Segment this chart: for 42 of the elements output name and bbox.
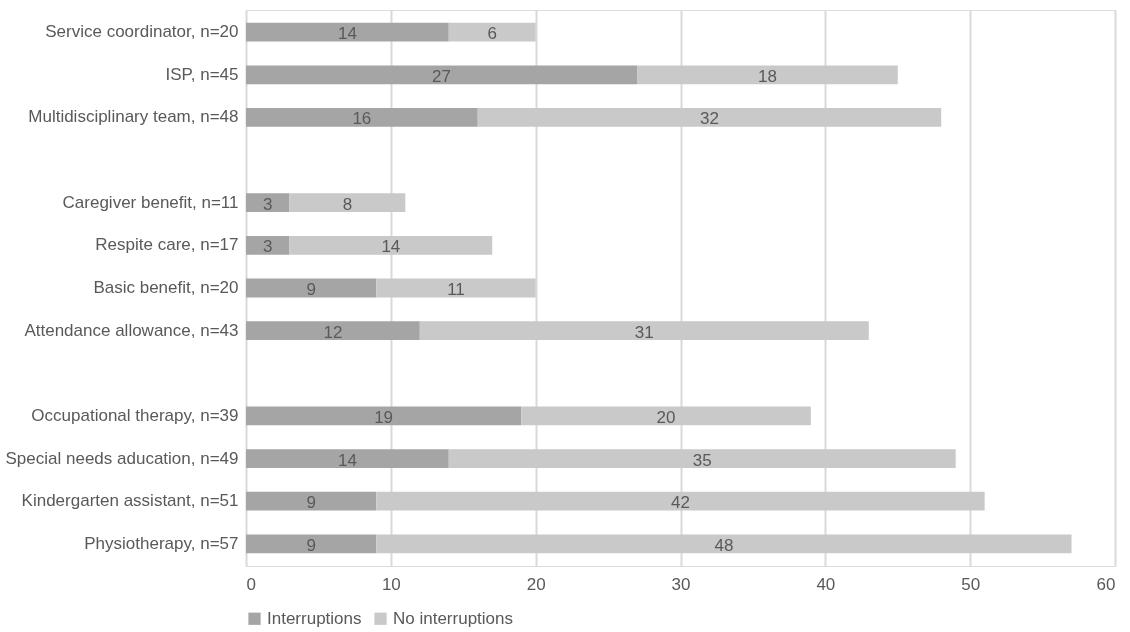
data-label: 14 [337, 450, 357, 470]
y-tick-label: Respite care, n=17 [95, 235, 239, 255]
y-tick-label: Special needs aducation, n=49 [5, 448, 239, 468]
data-label: 9 [306, 493, 316, 513]
data-label: 11 [447, 280, 465, 299]
data-label: 3 [262, 194, 273, 214]
data-label: 42 [671, 493, 690, 513]
data-label: 35 [692, 450, 712, 470]
x-tick-label: 60 [1096, 574, 1116, 594]
y-tick-label: Caregiver benefit, n=11 [62, 192, 239, 212]
x-tick-label: 30 [671, 574, 691, 594]
y-tick-label: Physiotherapy, n=57 [84, 533, 239, 553]
y-tick-label: Basic benefit, n=20 [93, 278, 239, 297]
data-label: 32 [700, 109, 719, 129]
data-label: 14 [337, 24, 357, 44]
y-tick-label: ISP, n=45 [165, 64, 239, 84]
y-tick-label: Multidisciplinary team, n=48 [28, 107, 239, 127]
x-tick-label: 10 [381, 574, 401, 594]
data-label: 18 [757, 66, 777, 86]
data-label: 19 [374, 407, 394, 427]
data-label: 3 [262, 237, 273, 257]
x-tick-label: 50 [961, 574, 981, 594]
data-label: 14 [381, 237, 401, 257]
data-label: 8 [342, 194, 353, 214]
data-label: 6 [487, 24, 497, 44]
y-tick-label: Service coordinator, n=20 [45, 22, 239, 42]
x-tick-label: 20 [526, 574, 546, 594]
x-tick-label: 0 [246, 574, 256, 594]
data-label: 9 [306, 280, 316, 299]
data-label: 20 [656, 407, 676, 427]
data-label: 48 [714, 535, 734, 555]
legend-label: Interruptions [267, 608, 362, 628]
data-label: 27 [432, 66, 451, 86]
y-tick-label: Kindergarten assistant, n=51 [21, 491, 239, 511]
data-label: 9 [306, 535, 316, 555]
y-tick-label: Occupational therapy, n=39 [31, 405, 239, 425]
data-label: 16 [352, 109, 372, 129]
data-label: 31 [634, 322, 654, 342]
x-tick-label: 40 [816, 574, 836, 594]
data-label: 12 [323, 322, 343, 342]
y-tick-label: Attendance allowance, n=43 [24, 320, 239, 340]
legend-label: No interruptions [393, 608, 514, 628]
